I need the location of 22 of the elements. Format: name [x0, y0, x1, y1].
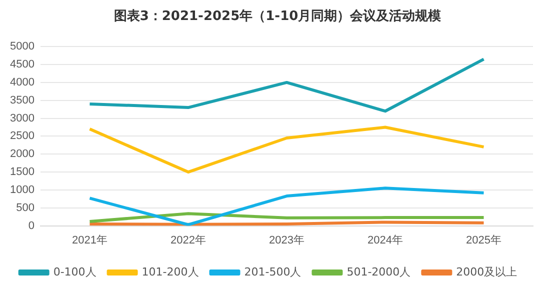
y-tick-label: 2000: [10, 148, 34, 160]
y-tick-label: 1500: [10, 166, 34, 178]
y-tick-label: 5000: [10, 40, 34, 53]
y-tick-label: 3000: [10, 112, 34, 124]
legend-label: 201-500人: [244, 265, 302, 278]
legend-label: 0-100人: [53, 265, 96, 278]
y-tick-label: 2500: [10, 130, 34, 142]
y-tick-label: 3500: [10, 94, 34, 106]
chart-title: 图表3：2021-2025年（1-10月同期）会议及活动规模: [112, 8, 442, 26]
y-tick-label: 1000: [10, 184, 34, 196]
y-tick-label: 4500: [10, 58, 34, 71]
x-tick-label: 2024年: [368, 234, 403, 246]
legend-label: 501-2000人: [346, 265, 411, 278]
x-tick-label: 2021年: [72, 234, 108, 246]
x-tick-label: 2025年: [466, 234, 502, 246]
x-tick-label: 2023年: [268, 234, 304, 246]
y-tick-label: 0: [28, 220, 34, 232]
legend-label: 2000及以上: [456, 265, 518, 278]
y-tick-label: 500: [16, 202, 34, 214]
y-tick-label: 4000: [10, 76, 34, 88]
x-tick-label: 2022年: [170, 234, 206, 246]
legend-label: 101-200人: [142, 265, 199, 278]
